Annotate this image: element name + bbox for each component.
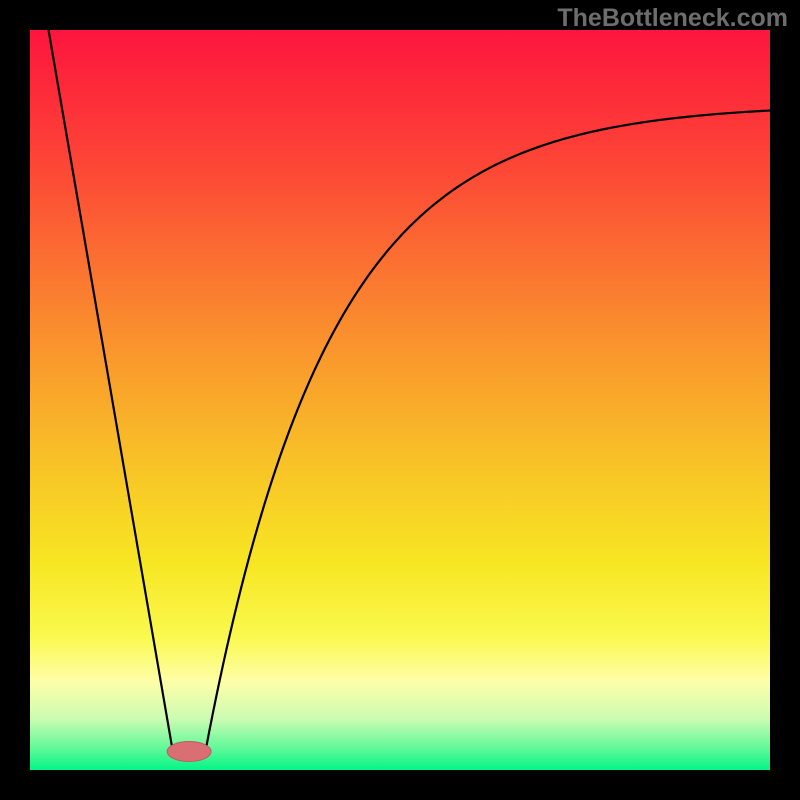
- watermark-text: TheBottleneck.com: [557, 4, 788, 33]
- optimum-marker: [167, 742, 211, 762]
- gradient-background: [30, 30, 770, 770]
- chart-container: TheBottleneck.com: [0, 0, 800, 800]
- chart-svg: [0, 0, 800, 800]
